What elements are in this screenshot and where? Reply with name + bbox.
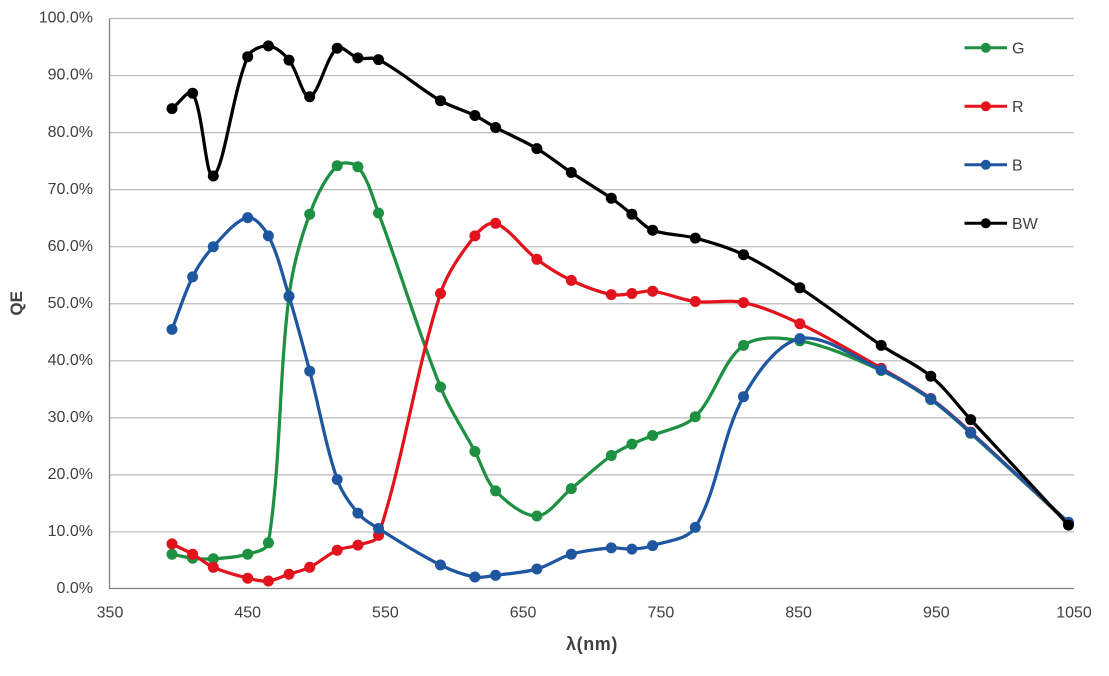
svg-text:1050: 1050 (1056, 605, 1092, 622)
svg-text:70.0%: 70.0% (48, 181, 93, 198)
svg-text:450: 450 (234, 605, 261, 622)
svg-text:350: 350 (97, 605, 124, 622)
svg-text:20.0%: 20.0% (48, 466, 93, 483)
svg-text:G: G (1012, 40, 1024, 57)
svg-text:30.0%: 30.0% (48, 409, 93, 426)
svg-text:850: 850 (785, 605, 812, 622)
svg-text:80.0%: 80.0% (48, 124, 93, 141)
svg-text:R: R (1012, 99, 1024, 116)
svg-text:QE: QE (7, 291, 26, 316)
svg-text:950: 950 (923, 605, 950, 622)
svg-text:B: B (1012, 157, 1023, 174)
svg-text:40.0%: 40.0% (48, 352, 93, 369)
svg-text:50.0%: 50.0% (48, 295, 93, 312)
svg-text:750: 750 (648, 605, 675, 622)
svg-text:BW: BW (1012, 216, 1039, 233)
svg-text:λ(nm): λ(nm) (566, 634, 618, 654)
svg-text:90.0%: 90.0% (48, 67, 93, 84)
svg-text:100.0%: 100.0% (39, 10, 93, 27)
svg-text:0.0%: 0.0% (57, 580, 93, 597)
svg-text:550: 550 (372, 605, 399, 622)
svg-text:650: 650 (510, 605, 537, 622)
svg-text:60.0%: 60.0% (48, 238, 93, 255)
svg-text:10.0%: 10.0% (48, 523, 93, 540)
